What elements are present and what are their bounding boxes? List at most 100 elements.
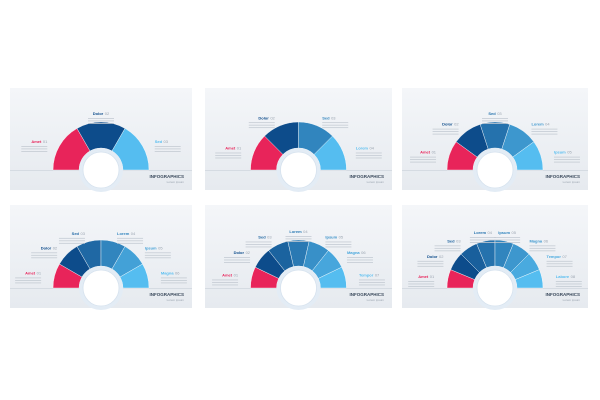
text-line — [417, 265, 444, 267]
segment-number: 02 — [105, 111, 110, 116]
text-line — [432, 133, 459, 135]
brand-sub: Lorem ipsum — [367, 298, 385, 302]
segment-number: 03 — [164, 139, 169, 144]
segment-number: 04 — [131, 231, 136, 236]
segment-label: Magna 06 — [161, 271, 180, 276]
segment-name: Lorem — [356, 146, 369, 151]
segment-number: 07 — [562, 254, 567, 259]
segment-name: Amet — [420, 150, 431, 155]
text-line — [15, 277, 42, 279]
segment-name: Magna — [529, 239, 542, 244]
text-line — [31, 252, 58, 254]
text-line — [160, 282, 187, 284]
segment-label: Amet 01 — [420, 150, 437, 155]
text-line — [144, 254, 171, 256]
segment-number: 04 — [545, 122, 550, 127]
text-line — [58, 240, 85, 242]
segment-name: Dolor — [93, 111, 104, 116]
text-line — [325, 244, 352, 245]
segment-label: Amet 01 — [222, 273, 239, 278]
text-line — [410, 161, 437, 163]
brand: INFOGRAPHICS — [545, 174, 580, 179]
segment-name: Tempor — [547, 254, 562, 259]
segment-name: Ipsum — [498, 230, 510, 235]
segment-label: Sed 03 — [155, 139, 169, 144]
brand: INFOGRAPHICS — [149, 292, 184, 297]
text-line — [358, 279, 385, 281]
text-line — [408, 286, 435, 287]
text-line — [31, 257, 58, 259]
segment-name: Lorem — [289, 229, 302, 234]
segment-label: Dolor02 — [234, 250, 251, 255]
text-line — [482, 118, 508, 119]
text-line — [482, 123, 508, 124]
brand-sub: Lorem ipsum — [167, 180, 185, 184]
text-line — [325, 246, 352, 248]
text-line — [469, 237, 496, 238]
segment-name: Sed — [488, 111, 496, 116]
segment-number: 03 — [267, 235, 272, 240]
brand: INFOGRAPHICS — [349, 174, 384, 179]
segment-number: 02 — [454, 122, 459, 127]
segment-name: Dolor — [234, 250, 245, 255]
brand-sub: Lorem ipsum — [563, 298, 581, 302]
text-line — [248, 122, 275, 124]
text-line — [346, 257, 373, 258]
text-line — [322, 124, 349, 126]
text-line — [144, 252, 171, 254]
text-line — [215, 157, 242, 159]
brand: INFOGRAPHICS — [545, 292, 580, 297]
text-line — [248, 127, 275, 129]
segment-name: Dolor — [442, 122, 453, 127]
segment-name: Dolor — [427, 254, 438, 259]
text-line — [355, 152, 382, 154]
segment-label: Tempor 07 — [547, 254, 568, 259]
segment-label: Lorem 04 — [117, 231, 136, 236]
segment-name: Amet — [222, 273, 233, 278]
text-line — [546, 265, 573, 267]
segment-label: Lorem 04 — [531, 122, 550, 127]
segment-label: Sed 03 — [447, 239, 461, 244]
hub — [476, 269, 514, 307]
text-line — [212, 279, 239, 281]
segment-number: 03 — [81, 231, 86, 236]
segment-number: 01 — [234, 273, 239, 278]
text-line — [432, 131, 459, 132]
segment-name: Tempor — [359, 273, 374, 278]
segment-label: Amet 01 — [31, 139, 48, 144]
hub — [82, 151, 120, 189]
text-line — [224, 259, 251, 261]
segment-label: Ipsum05 — [498, 230, 517, 235]
text-line — [410, 159, 437, 160]
brand-sub: Lorem ipsum — [563, 180, 581, 184]
text-line — [482, 120, 508, 122]
segment-label: Lorem 04 — [356, 146, 375, 151]
segment-number: 05 — [339, 235, 344, 240]
hub — [476, 151, 514, 189]
text-line — [15, 280, 42, 281]
panel: Amet 01 Dolor 02 Sed 03 Lorem 04 Ipsum 05 INFOGRAP… — [402, 88, 588, 192]
text-line — [494, 242, 521, 243]
text-line — [529, 250, 556, 252]
segment-number: 04 — [370, 146, 375, 151]
segment-number: 01 — [432, 150, 437, 155]
segment-number: 06 — [544, 239, 549, 244]
text-line — [154, 146, 181, 147]
text-line — [434, 250, 461, 252]
text-line — [432, 128, 459, 130]
text-line — [88, 123, 114, 124]
text-line — [117, 240, 144, 242]
text-line — [154, 151, 181, 152]
text-line — [58, 242, 85, 244]
segment-label: Amet 01 — [225, 146, 242, 151]
brand: INFOGRAPHICS — [349, 292, 384, 297]
text-line — [212, 282, 239, 283]
segment-name: Ipsum — [554, 150, 566, 155]
segment-name: Ipsum — [325, 235, 337, 240]
